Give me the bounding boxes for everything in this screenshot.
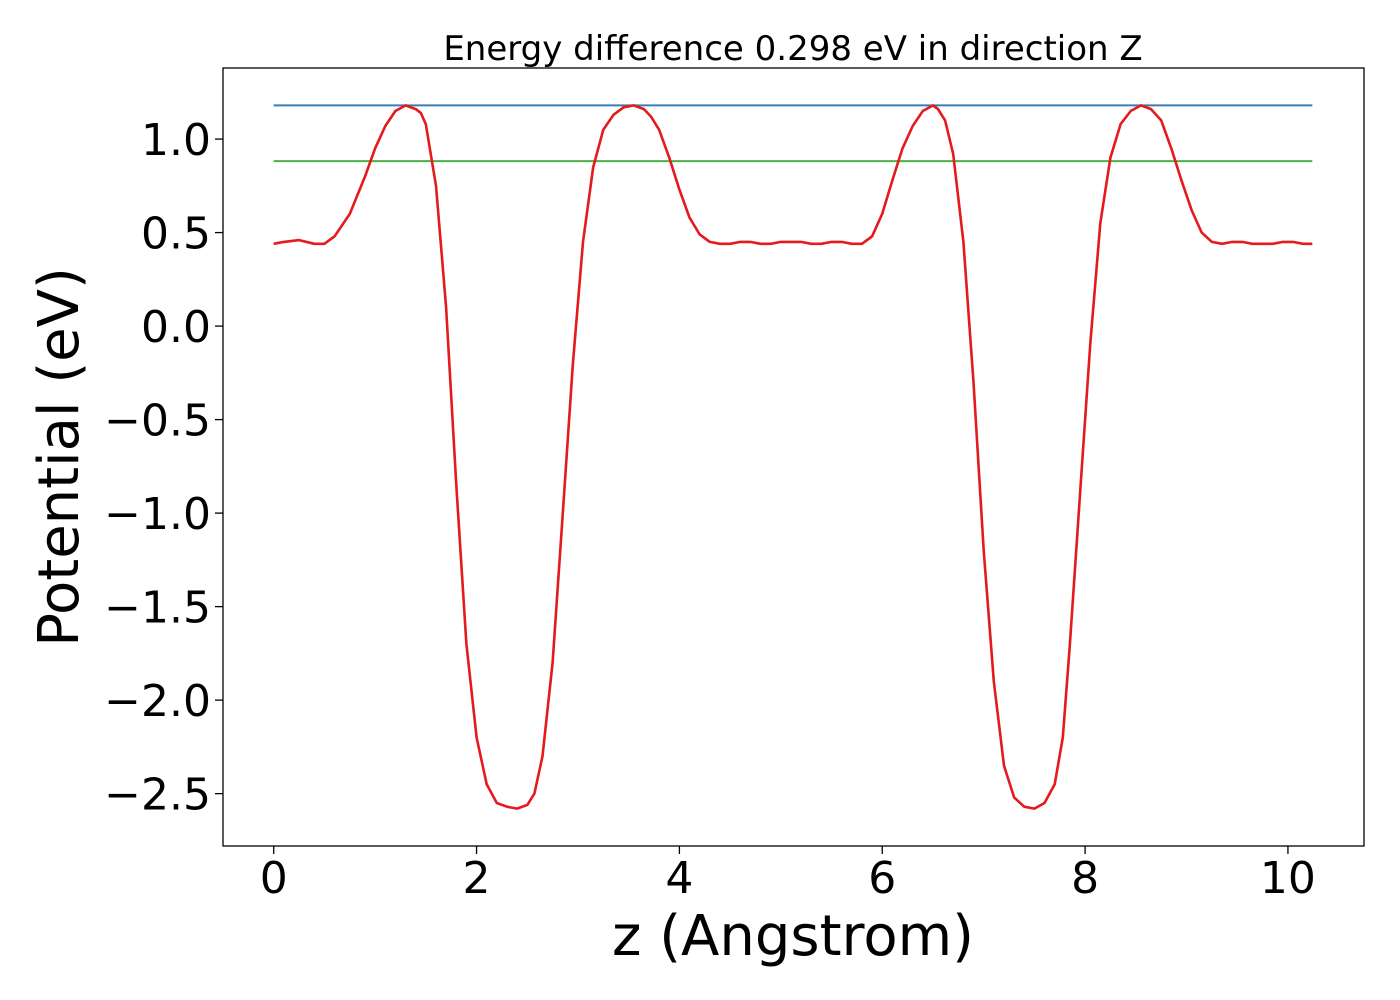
x-tick-label: 4 — [665, 853, 693, 904]
series-layer — [273, 104, 1313, 810]
plot-frame — [222, 67, 1365, 847]
series-line-0 — [273, 104, 1313, 810]
y-axis-label: Potential (eV) — [27, 267, 92, 647]
y-tick-label: 1.0 — [141, 115, 211, 166]
x-tick-label: 2 — [463, 853, 491, 904]
x-tick-label: 10 — [1260, 853, 1316, 904]
y-tick-label: −1.0 — [104, 489, 211, 540]
x-tick-label: 6 — [868, 853, 896, 904]
y-tick-label: −2.5 — [104, 770, 211, 821]
chart-title: Energy difference 0.298 eV in direction … — [443, 29, 1142, 69]
y-tick-label: −1.5 — [104, 583, 211, 634]
x-tick-label: 0 — [260, 853, 288, 904]
x-tick-label: 8 — [1071, 853, 1099, 904]
y-tick-label: −2.0 — [104, 676, 211, 727]
x-axis: 0 2 4 6 8 10 — [260, 846, 1316, 904]
x-axis-label: z (Angstrom) — [612, 904, 974, 969]
y-tick-label: −0.5 — [104, 396, 211, 447]
y-tick-label: 0.5 — [141, 209, 211, 260]
y-tick-label: 0.0 — [141, 302, 211, 353]
y-axis: 1.0 0.5 0.0 −0.5 −1.0 −1.5 −2.0 −2.5 — [104, 115, 223, 821]
